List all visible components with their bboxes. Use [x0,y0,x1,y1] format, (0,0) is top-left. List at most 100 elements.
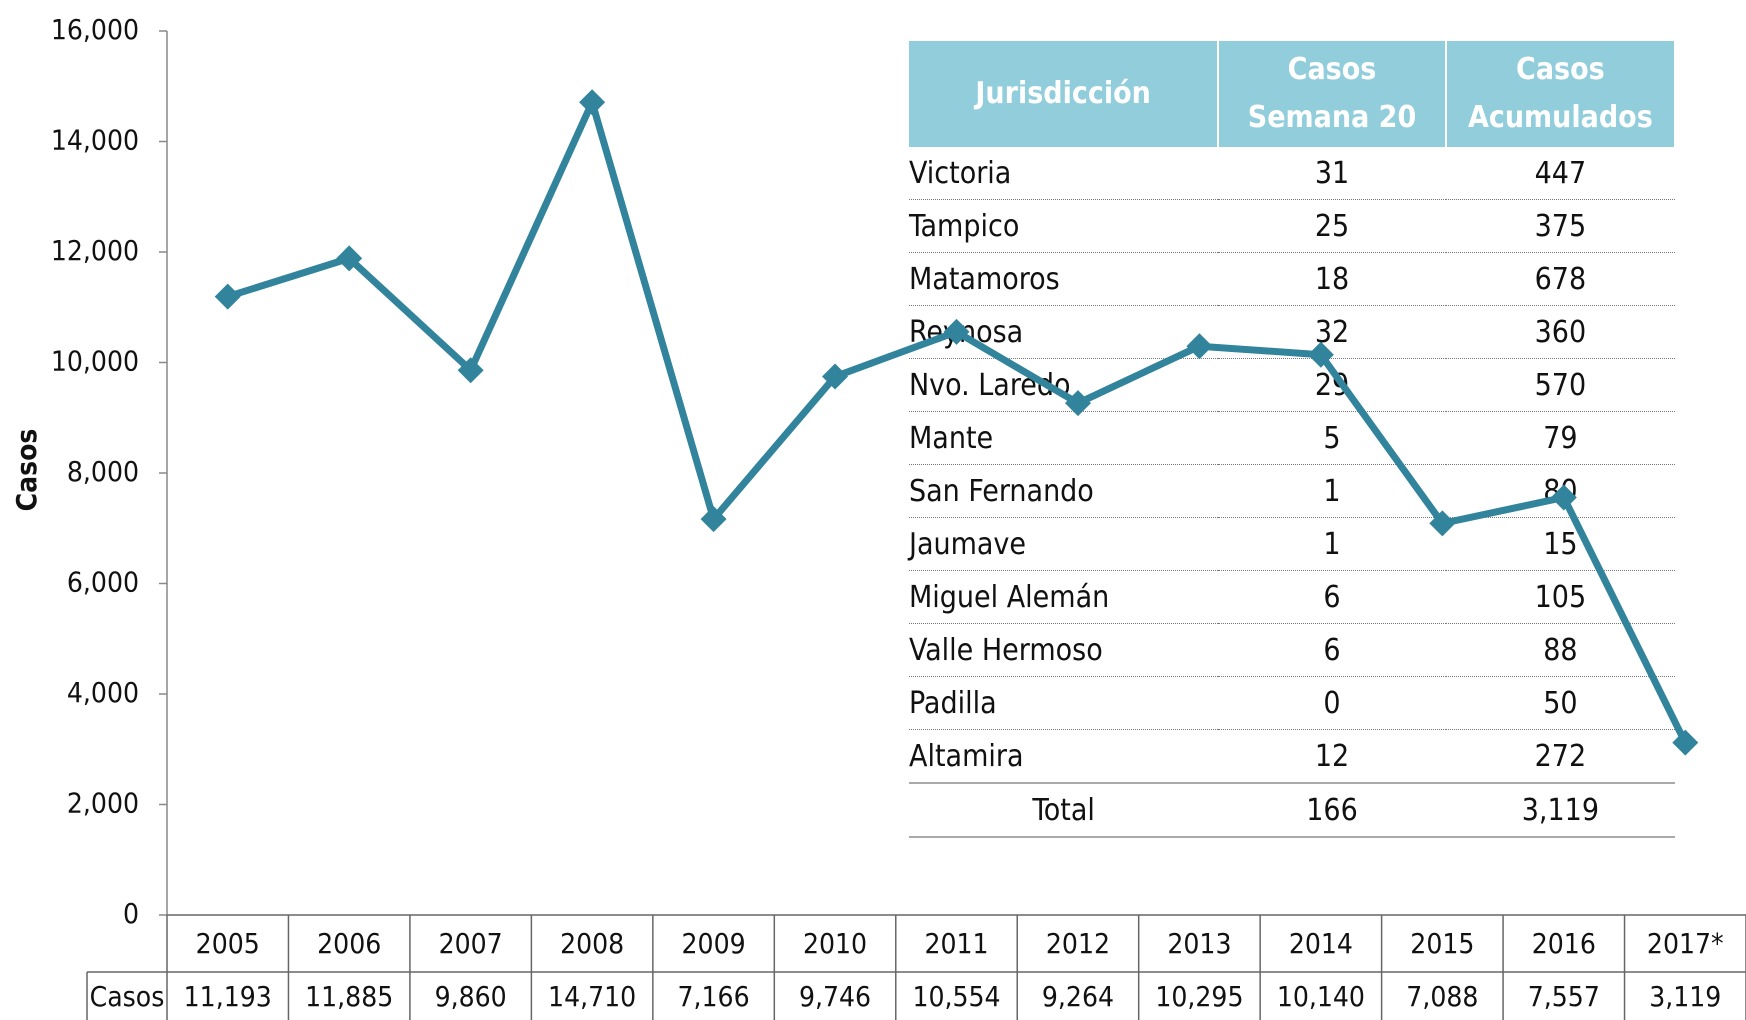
table-cell: 31 [1218,147,1446,200]
table-row: Valle Hermoso 6 88 [909,623,1675,677]
marker [1307,341,1334,368]
table-cell: 0 [1218,676,1446,730]
table-cell: 1 [1218,464,1446,518]
x-tick-label: 2012 [1046,927,1110,960]
x-tick-label: 2009 [682,927,746,960]
table-cell: 570 [1445,358,1675,412]
y-axis-title: Casos [10,429,43,512]
total-cell: 3,119 [1445,782,1675,838]
line [226,98,1689,745]
header-line: Semana 20 [1247,100,1417,135]
marker [336,245,363,272]
marker [579,89,606,116]
value-label: 10,554 [912,980,1000,1013]
table-row: Nvo. Laredo 29 570 [909,358,1675,412]
marker [1186,333,1213,360]
marker [943,318,970,345]
header-line: Jurisdicción [975,76,1151,111]
x-tick-label: 2014 [1289,927,1353,960]
table-cell: 375 [1445,199,1675,253]
table-row: Mante 5 79 [909,411,1675,465]
table-cell: 678 [1445,252,1675,306]
table-cell: 18 [1218,252,1446,306]
table-cell: 1 [1218,517,1446,571]
table-cell: Tampico [909,199,1219,253]
table-row: Jaumave 1 15 [909,517,1675,571]
y-tick-label: 6,000 [67,566,139,599]
table-cell: 50 [1445,676,1675,730]
table-row: Matamoros 18 678 [909,252,1675,306]
value-label: 11,193 [184,980,272,1013]
table-cell: 29 [1218,358,1446,412]
table-cell: Jaumave [909,517,1219,571]
x-tick-label: 2010 [803,927,867,960]
table-cell: Miguel Alemán [909,570,1219,624]
value-label: 7,557 [1528,980,1600,1013]
value-label: 9,264 [1042,980,1114,1013]
table-cell: Mante [909,411,1219,465]
value-label: 10,140 [1277,980,1365,1013]
marker [1672,729,1699,756]
table-row: Padilla 0 50 [909,676,1675,730]
inset-table: Jurisdicción Casos Semana 20 Casos Acumulado… [909,41,1677,838]
table-cell: 79 [1445,411,1675,465]
table-cell: 105 [1445,570,1675,624]
table-cell: 25 [1218,199,1446,253]
header-line: Casos [1516,52,1605,87]
value-label: 7,166 [678,980,750,1013]
value-label: 7,088 [1406,980,1478,1013]
table-cell: San Fernando [909,464,1219,518]
column-header: Casos Acumulados [1445,41,1677,147]
value-label: 10,295 [1155,980,1243,1013]
table-cell: Victoria [909,147,1219,200]
table-cell: 6 [1218,570,1446,624]
value-label: 3,119 [1649,980,1721,1013]
x-tick-label: 2005 [196,927,260,960]
marker [1064,390,1091,417]
table-cell: Padilla [909,676,1219,730]
header-line: Casos [1287,52,1377,87]
x-tick-label: 2011 [924,927,988,960]
table-cell: 6 [1218,623,1446,677]
table-cell: 12 [1218,729,1446,784]
marker [1550,484,1577,511]
y-tick-label: 16,000 [51,13,139,46]
table-cell: Altamira [909,729,1219,784]
table-cell: 447 [1445,147,1675,200]
y-tick-label: 14,000 [51,124,139,157]
marker [1429,510,1456,537]
marker [457,357,484,384]
x-tick-label: 2006 [317,927,381,960]
table-row: Miguel Alemán 6 105 [909,570,1675,624]
marker [214,283,241,310]
x-tick-label: 2015 [1410,927,1474,960]
table-row: Tampico 25 375 [909,199,1675,253]
x-tick-label: 2017* [1647,927,1724,960]
total-cell: Total [909,782,1219,838]
value-label: 9,746 [799,980,871,1013]
y-tick-label: 4,000 [67,676,139,709]
header-line: Acumulados [1467,100,1653,135]
y-tick-label: 12,000 [51,234,139,267]
column-header: Casos Semana 20 [1218,41,1447,147]
row-header: Casos [90,980,165,1013]
total-cell: 166 [1218,782,1446,838]
marker [822,363,849,390]
y-tick-label: 2,000 [67,787,139,820]
y-tick-label: 10,000 [51,345,139,378]
value-label: 11,885 [305,980,393,1013]
table-row: Victoria 31 447 [909,147,1675,200]
x-tick-label: 2013 [1167,927,1231,960]
y-tick-label: 8,000 [67,455,139,488]
table-cell: 15 [1445,517,1675,571]
x-tick-label: 2007 [439,927,503,960]
value-label: 14,710 [548,980,636,1013]
column-header: Jurisdicción [909,41,1220,147]
value-label: 9,860 [435,980,507,1013]
table-cell: 360 [1445,305,1675,359]
x-tick-label: 2016 [1532,927,1596,960]
x-tick-label: 2008 [560,927,624,960]
y-tick-label: 0 [123,897,139,930]
